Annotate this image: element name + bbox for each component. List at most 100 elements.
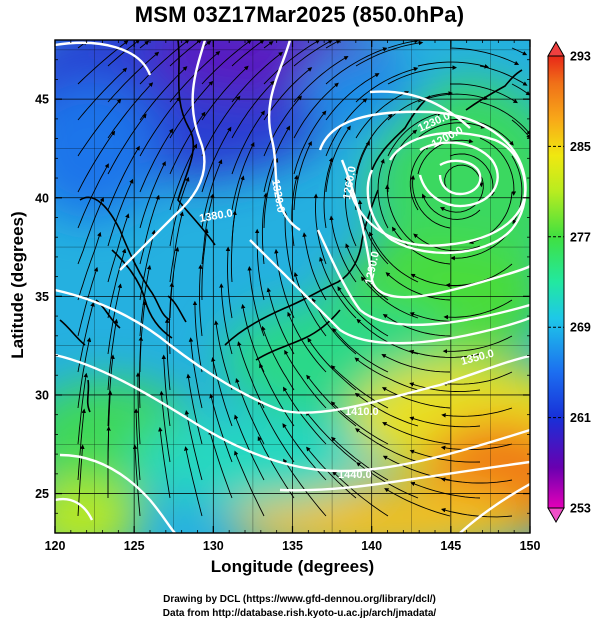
streamline — [440, 477, 513, 484]
x-axis-ticks: 120 125 130 135 140 145 150 — [45, 40, 540, 553]
colorbar-label-293: 293 — [570, 50, 591, 64]
streamline — [323, 157, 334, 229]
streamline — [139, 194, 160, 265]
x-tick-label-145: 145 — [440, 539, 461, 553]
streamline — [169, 143, 198, 211]
streamline — [263, 67, 313, 121]
streamline — [391, 226, 451, 265]
streamline — [77, 337, 92, 409]
streamline — [201, 126, 232, 193]
streamline — [413, 233, 481, 252]
streamline — [169, 40, 202, 67]
streamline — [169, 80, 214, 139]
streamline — [409, 382, 481, 393]
streamline — [287, 311, 327, 373]
colorbar-label-285: 285 — [570, 140, 591, 154]
streamline — [225, 246, 233, 319]
streamline — [231, 51, 284, 103]
streamline — [387, 111, 443, 157]
streamline — [188, 337, 203, 409]
y-tick-label-40: 40 — [35, 191, 49, 205]
streamline — [263, 40, 321, 85]
streamline — [410, 175, 451, 229]
streamline — [511, 47, 528, 56]
streamline — [259, 363, 295, 427]
streamline — [325, 125, 351, 193]
streamline — [387, 65, 457, 85]
streamline — [417, 138, 474, 175]
grid-lines — [55, 40, 530, 533]
x-tick-label-135: 135 — [282, 539, 303, 553]
streamline — [283, 458, 327, 517]
streamline — [201, 95, 241, 157]
streamline — [417, 61, 490, 69]
streamline — [385, 272, 451, 301]
streamline — [306, 446, 357, 499]
streamline — [355, 40, 424, 67]
streamline — [161, 354, 171, 427]
contour-label-1320: 1320.0 — [269, 178, 287, 213]
streamline — [511, 83, 530, 96]
streamline — [345, 243, 389, 301]
streamline — [254, 228, 265, 301]
x-tick-label-130: 130 — [203, 539, 224, 553]
streamline — [337, 286, 389, 337]
streamline — [184, 446, 203, 517]
streamline — [139, 40, 150, 49]
streamline — [107, 178, 134, 247]
streamline — [132, 444, 141, 517]
streamline — [293, 82, 339, 139]
colorbar-gradient — [547, 55, 565, 509]
streamline — [211, 357, 233, 427]
streamline — [440, 443, 513, 451]
streamline — [282, 386, 327, 445]
streamline — [139, 161, 166, 229]
streamline — [302, 232, 327, 301]
streamline — [169, 50, 221, 103]
colorbar-top-arrow — [547, 40, 565, 57]
contour-label-1380: 1380.0 — [198, 207, 233, 225]
streamline — [444, 164, 484, 193]
y-tick-label-25: 25 — [35, 487, 49, 501]
streamline — [306, 374, 357, 427]
streamline — [201, 228, 209, 301]
streamline — [107, 82, 154, 139]
streamline — [369, 231, 419, 283]
streamline — [107, 51, 160, 103]
streamline — [479, 101, 530, 136]
contour-label-1410: 1410.0 — [345, 406, 379, 418]
streamline — [139, 96, 181, 157]
streamline — [442, 371, 513, 386]
credit-drawing: Drawing by DCL (https://www.gfd-dennou.o… — [163, 594, 436, 605]
y-tick-label-45: 45 — [35, 93, 49, 107]
streamline — [382, 314, 451, 337]
streamline — [293, 140, 312, 211]
streamline — [381, 354, 451, 373]
streamline — [139, 128, 174, 193]
colorbar: 293 285 277 269 261 253 — [547, 40, 591, 524]
x-tick-label-120: 120 — [45, 539, 66, 553]
streamline — [293, 110, 327, 175]
streamline — [201, 40, 252, 85]
streamline — [325, 73, 380, 121]
streamline — [449, 83, 518, 104]
streamline — [293, 40, 333, 67]
contour-label-1260: 1260.0 — [341, 165, 359, 200]
streamline — [443, 299, 513, 320]
credit-data: Data from http://database.rish.kyoto-u.a… — [162, 608, 437, 619]
streamline — [107, 248, 127, 319]
streamline — [186, 373, 203, 445]
streamline — [319, 256, 357, 319]
streamline — [77, 163, 109, 229]
streamline — [209, 393, 233, 463]
streamline — [184, 410, 203, 481]
streamline — [201, 159, 223, 229]
streamline — [382, 455, 451, 481]
streamline — [257, 399, 295, 463]
streamline — [409, 416, 481, 428]
streamline — [355, 91, 410, 139]
colorbar-label-253: 253 — [570, 502, 591, 516]
streamline — [381, 387, 451, 409]
streamline — [158, 426, 171, 499]
